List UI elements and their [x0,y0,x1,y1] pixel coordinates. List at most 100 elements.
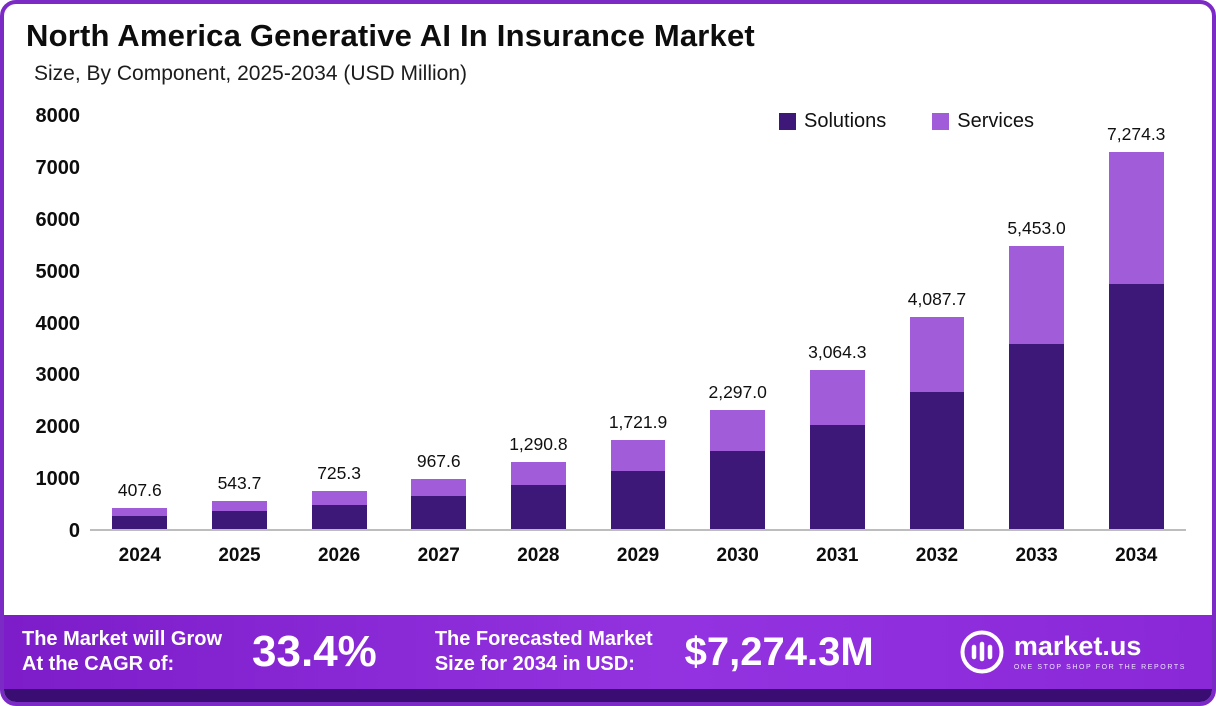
legend-label-services: Services [957,110,1034,132]
y-axis-tick-label: 6000 [35,208,81,231]
x-axis-label: 2028 [517,545,560,566]
solutions-bar-segment [311,504,367,529]
services-bar-segment [311,491,367,505]
y-axis-tick-label: 1000 [35,468,81,491]
solutions-bar-segment [112,515,168,529]
forecast-label: The Forecasted Market Size for 2034 in U… [435,627,653,677]
bar-total-label: 4,087.7 [907,288,967,309]
services-bar-segment [112,507,168,516]
legend-swatch-services [932,113,950,130]
bar-column: 3,064.3 2031 [787,116,887,566]
legend-swatch-solutions [779,113,797,130]
services-bar-segment [212,500,267,511]
solutions-bar-segment [411,496,467,529]
chart-subtitle: Size, By Component, 2025-2034 (USD Milli… [34,62,468,85]
bar-column: 2,297.0 2030 [688,116,788,566]
stacked-bar [909,316,965,529]
services-bar-segment [411,478,467,497]
bar-column: 5,453.0 2033 [987,116,1087,566]
x-axis-label: 2024 [118,545,161,566]
cagr-label-line1: The Market will Grow [22,628,223,650]
bar-column: 725.3 2026 [289,116,389,566]
x-axis-label: 2026 [317,545,361,566]
x-axis-label: 2031 [816,545,859,566]
x-axis-label: 2030 [716,545,759,566]
bar-total-label: 2,297.0 [708,381,767,402]
solutions-bar-segment [1108,283,1164,529]
stacked-bar [411,478,467,529]
stacked-bar [311,491,367,529]
bar-column: 7,274.3 2034 [1086,116,1186,566]
cagr-label-line2: At the CAGR of: [22,653,175,675]
solutions-bar-segment [809,425,865,529]
bar-total-label: 967.6 [416,450,461,471]
y-axis-tick-label: 0 [68,520,80,542]
bar-total-label: 725.3 [317,463,361,484]
bar-total-label: 543.7 [217,472,262,493]
plot-area: 407.6 2024 543.7 2025 725.3 2026 967.6 2027 1,29… [90,116,1186,566]
forecast-label-line1: The Forecasted Market [434,628,653,650]
brand-name: market.us [1013,631,1142,661]
y-axis-tick-label: 3000 [35,364,81,387]
bar-total-label: 1,290.8 [509,434,568,455]
stacked-bar [610,439,666,529]
bar-column: 407.6 2024 [90,116,190,566]
services-bar-segment [710,409,766,452]
stacked-bar [809,370,865,529]
services-bar-segment [909,316,965,392]
x-axis-label: 2029 [616,545,660,566]
bar-column: 1,721.9 2029 [588,116,688,566]
services-bar-segment [1108,151,1164,284]
legend: Solutions Services [779,110,1034,133]
stacked-bar [1108,151,1164,529]
brand-tagline: ONE STOP SHOP FOR THE REPORTS [1013,664,1186,671]
bar-total-label: 3,064.3 [808,342,867,363]
stacked-bar [510,462,566,529]
cagr-label: The Market will Grow At the CAGR of: [22,627,222,677]
x-axis-label: 2027 [417,545,460,566]
footer-banner: The Market will Grow At the CAGR of: 33.… [4,615,1212,702]
legend-label-solutions: Solutions [804,110,887,132]
solutions-bar-segment [212,510,267,529]
y-axis: 0 1000 2000 3000 4000 5000 6000 7000 8000 [14,105,90,542]
solutions-bar-segment [610,471,666,529]
bar-column: 543.7 2025 [190,116,290,566]
stacked-bar [1009,246,1064,529]
footer-bottom-strip [4,689,1212,702]
market-us-logo-icon [960,630,1004,674]
x-axis-label: 2025 [218,545,261,566]
chart-area: 0 1000 2000 3000 4000 5000 6000 7000 8000 407.6 2… [4,86,1212,577]
brand-block: market.us ONE STOP SHOP FOR THE REPORTS [959,629,1186,675]
stacked-bar [710,409,766,529]
forecast-value: $7,274.3M [684,629,874,674]
footer-main: The Market will Grow At the CAGR of: 33.… [4,615,1212,689]
bar-column: 1,290.8 2028 [489,116,589,566]
services-bar-segment [1009,246,1064,345]
chart-header: North America Generative AI In Insurance… [4,4,1212,86]
bar-total-label: 1,721.9 [608,411,668,432]
legend-item-services: Services [932,110,1034,133]
y-axis-tick-label: 8000 [35,105,81,127]
cagr-value: 33.4% [252,627,377,676]
y-axis-tick-label: 5000 [35,260,81,283]
services-bar-segment [809,370,865,426]
bar-total-label: 407.6 [117,479,162,500]
bar-total-label: 7,274.3 [1107,123,1166,144]
x-axis-label: 2034 [1115,545,1158,566]
brand-text: market.us ONE STOP SHOP FOR THE REPORTS [1013,631,1186,672]
chart-title: North America Generative AI In Insurance… [26,18,755,53]
solutions-bar-segment [1009,344,1064,529]
bar-column: 967.6 2027 [389,116,489,566]
y-axis-tick-label: 7000 [35,156,81,179]
x-axis-spacer [14,531,1186,577]
y-axis-tick-label: 2000 [35,416,81,439]
forecast-label-line2: Size for 2034 in USD: [434,653,635,675]
bar-total-label: 5,453.0 [1007,218,1066,239]
x-axis-label: 2032 [915,545,959,566]
services-bar-segment [510,462,566,486]
stacked-bar [212,500,267,529]
y-axis-tick-label: 4000 [35,312,81,335]
bar-column: 4,087.7 2032 [887,116,987,566]
solutions-bar-segment [909,391,965,529]
